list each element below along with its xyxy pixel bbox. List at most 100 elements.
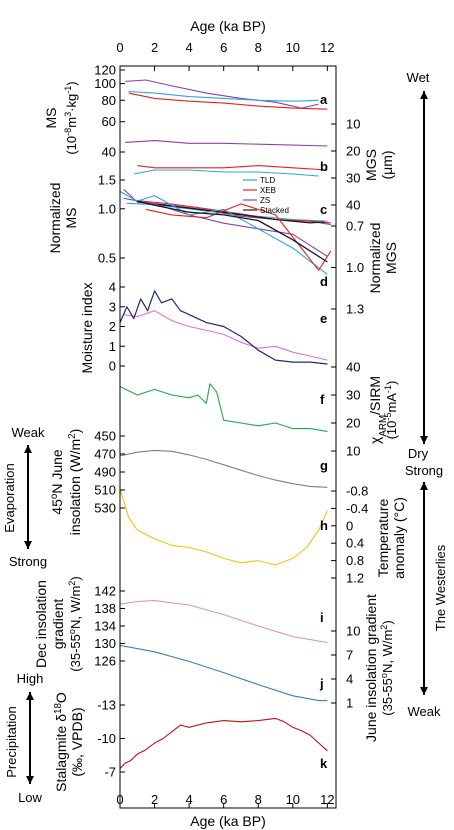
june-grad-axis-tick-label: 1 <box>346 696 353 711</box>
norm-ms-axis-tick-label: 1.5 <box>98 173 116 188</box>
june-grad-axis-tick-label: 4 <box>346 672 353 687</box>
westerlies-weak-label: Weak <box>408 704 441 719</box>
westerlies-strong-label: Strong <box>405 463 443 478</box>
evaporation-arrow-head-top <box>24 445 32 453</box>
mgs-axis-title: MGS <box>363 149 379 181</box>
june45-axis-tick-label: 450 <box>94 429 116 444</box>
temp-axis-tick-label: 0.8 <box>346 553 364 568</box>
strong-evaporation-label: Strong <box>9 554 47 569</box>
curve-a-tld <box>128 90 319 102</box>
top-age-axis-title: Age (ka BP) <box>190 18 265 34</box>
june-grad-axis-tick-label: 7 <box>346 648 353 663</box>
june-grad-axis-tick-label: 10 <box>346 624 360 639</box>
june45-axis-tick-label: 470 <box>94 447 116 462</box>
june-grad-axis-title: June insolation gradient <box>363 594 379 742</box>
precipitation-arrow-head-bottom <box>26 776 34 784</box>
temp-axis-tick-label: -0.8 <box>346 484 368 499</box>
panel-letter-a: a <box>320 92 328 107</box>
xarm-axis-tick-label: 40 <box>346 360 360 375</box>
curve-j-grad <box>119 644 328 702</box>
ms-axis-tick-label: 40 <box>102 145 116 160</box>
june45-axis-tick-label: 490 <box>94 465 116 480</box>
temp-axis-tick-label: 0 <box>346 518 353 533</box>
westerlies-label: The Westerlies <box>433 544 448 631</box>
curve-b-tld <box>133 169 319 177</box>
bottom-age-tick-label: 12 <box>320 792 334 807</box>
curve-c-stacked <box>137 201 324 224</box>
top-age-tick-label: 12 <box>320 40 334 55</box>
june-grad-axis-title-2: (35-55oN, W/m2) <box>379 620 395 715</box>
top-age-tick-label: 8 <box>255 40 262 55</box>
legend-label-xeb: XEB <box>260 186 276 195</box>
top-age-tick-label: 0 <box>116 40 123 55</box>
mgs-axis-tick-label: 40 <box>346 198 360 213</box>
panel-letter-b: b <box>320 159 328 174</box>
dec-axis-title-2: gradient <box>50 599 66 650</box>
precipitation-high-label: High <box>17 671 44 686</box>
panel-letter-d: d <box>320 274 328 289</box>
xarm-axis-tick-label: 10 <box>346 444 360 459</box>
curve-d-stacked <box>137 200 328 263</box>
xarm-axis-tick-label: 30 <box>346 388 360 403</box>
norm-mgs-axis-tick-label: 1.0 <box>346 260 364 275</box>
ms-axis-title: MS <box>43 108 59 129</box>
curve-c-xeb <box>137 200 331 224</box>
panel-letter-h: h <box>320 518 328 533</box>
curve-d-zs <box>123 197 328 257</box>
wet-label: Wet <box>407 70 430 85</box>
wet-dry-arrow-head-bottom <box>420 436 428 444</box>
weak-evaporation-label: Weak <box>12 425 45 440</box>
bottom-age-tick-label: 2 <box>151 792 158 807</box>
d18o-axis-title: Stalagmite δ18O <box>53 692 70 792</box>
xarm-axis-units: (10-5mA-1) <box>383 381 399 440</box>
june45-axis-tick-label: 530 <box>94 501 116 516</box>
panel-letter-j: j <box>319 676 324 691</box>
dec-axis-title-3: (35-55oN, W/m2) <box>67 576 83 671</box>
curve-d-xeb <box>145 203 332 271</box>
top-age-tick-label: 10 <box>286 40 300 55</box>
dec-axis-tick-label: 138 <box>94 601 116 616</box>
panel-letter-g: g <box>320 458 328 473</box>
mgs-axis-tick-label: 10 <box>346 117 360 132</box>
mgs-axis-units: (μm) <box>379 150 395 179</box>
bottom-age-tick-label: 4 <box>186 792 193 807</box>
june45-axis-title: 45oN June <box>49 449 66 515</box>
mgs-axis-tick-label: 30 <box>346 171 360 186</box>
wet-dry-arrow-head-top <box>420 91 428 99</box>
temp-axis-tick-label: 1.2 <box>346 571 364 586</box>
bottom-age-tick-label: 0 <box>116 792 123 807</box>
norm-mgs-axis-title: Normalized <box>367 223 383 294</box>
curve-i-dec <box>119 600 328 644</box>
bottom-age-axis-title: Age (ka BP) <box>190 813 265 829</box>
moisture-axis-tick-label: 4 <box>109 280 116 295</box>
panel-letter-f: f <box>320 392 325 407</box>
curve-a-xeb <box>128 92 328 110</box>
precipitation-low-label: Low <box>18 790 42 805</box>
legend-label-tld: TLD <box>260 176 275 185</box>
moisture-axis-tick-label: 0 <box>109 359 116 374</box>
curve-f-xarm <box>119 383 328 432</box>
ms-axis-tick-label: 80 <box>102 93 116 108</box>
curve-b-zs <box>125 140 328 147</box>
norm-mgs-axis-title-2: MGS <box>383 242 399 274</box>
evaporation-arrow-head-bottom <box>24 541 32 549</box>
dec-axis-tick-label: 134 <box>94 619 116 634</box>
curve-e-pink <box>123 310 328 361</box>
evaporation-label: Evaporation <box>2 463 17 532</box>
ms-axis-tick-label: 60 <box>102 114 116 129</box>
bottom-age-tick-label: 8 <box>255 792 262 807</box>
norm-ms-axis-title: Normalized <box>47 183 63 254</box>
curve-a-zs <box>125 79 319 109</box>
d18o-axis-tick-label: -7 <box>104 765 116 780</box>
norm-mgs-axis-tick-label: 0.7 <box>346 219 364 234</box>
dry-label: Dry <box>408 446 429 461</box>
moisture-axis-tick-label: 1 <box>109 339 116 354</box>
curve-b-xeb <box>137 165 328 171</box>
ms-axis-units: (10-8m3·kg-1) <box>63 81 79 154</box>
curve-e-dark <box>119 290 328 365</box>
june45-axis-tick-label: 510 <box>94 483 116 498</box>
dec-axis-tick-label: 126 <box>94 654 116 669</box>
westerlies-arrow-head-bottom <box>420 687 428 695</box>
precipitation-label: Precipitation <box>4 706 19 778</box>
